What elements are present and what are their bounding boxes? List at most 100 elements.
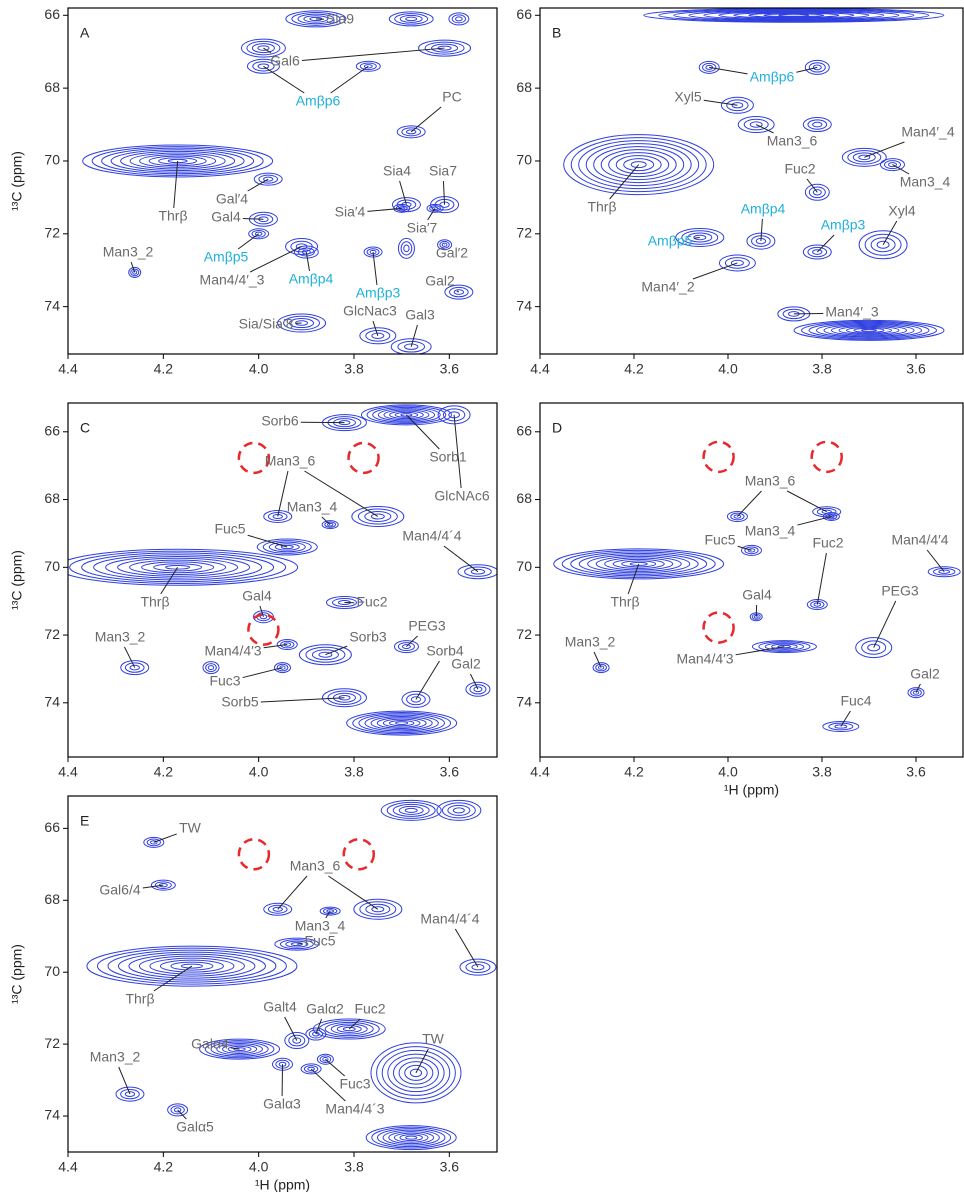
- y-tick-label: 74: [44, 694, 60, 710]
- contour-line: [371, 906, 385, 913]
- contour-line: [307, 1066, 315, 1072]
- peak-label: Sia9: [326, 11, 354, 27]
- peak-label: Xyl4: [888, 203, 915, 219]
- contour-line: [259, 614, 268, 620]
- contour-line: [424, 41, 465, 55]
- contour-line: [600, 149, 677, 181]
- peak: [115, 1086, 145, 1102]
- peak-label: Amβp6: [750, 69, 795, 85]
- peak: [698, 60, 720, 74]
- contour-line: [403, 244, 410, 253]
- contour-line: [363, 246, 383, 258]
- peak-label: Man3_4: [745, 523, 796, 539]
- contour-line: [346, 710, 458, 736]
- leader-line: [864, 141, 905, 158]
- peak: [240, 38, 286, 58]
- peak: [355, 60, 381, 72]
- peak-label: Man3_2: [565, 634, 616, 650]
- leader-line: [160, 567, 179, 595]
- contour-line: [452, 807, 465, 814]
- peak-label: Man3_6: [290, 858, 341, 874]
- contour-line: [159, 959, 224, 973]
- contour-line: [802, 117, 832, 133]
- peak-label: Man3_6: [745, 473, 796, 489]
- contour-line: [395, 721, 409, 725]
- contour-line: [318, 651, 333, 658]
- contour-line: [465, 681, 491, 697]
- peak: [396, 125, 426, 139]
- contour-line: [822, 721, 860, 733]
- leader-line: [873, 600, 897, 648]
- contour-line: [398, 805, 424, 815]
- peak: [86, 945, 298, 987]
- contour-line: [82, 144, 274, 178]
- contour-line: [365, 1125, 457, 1151]
- contour-line: [884, 160, 901, 170]
- leader-line: [737, 490, 762, 517]
- contour-line: [597, 665, 605, 670]
- peak-label: Amβp5: [204, 249, 249, 265]
- contour-line: [718, 254, 756, 272]
- peak-label: Sorb1: [429, 449, 467, 465]
- contour-line: [387, 1053, 445, 1093]
- leader-line: [694, 236, 700, 239]
- contour-line: [938, 569, 951, 574]
- contour-line: [91, 146, 264, 176]
- contour-line: [693, 234, 707, 241]
- peak-label: Gal3: [405, 307, 435, 323]
- x-tick-label: 4.4: [530, 361, 550, 377]
- contour-line: [730, 259, 744, 267]
- leader-line: [760, 218, 763, 242]
- contour-line: [595, 663, 607, 672]
- leader-line: [328, 875, 379, 910]
- leader-line: [709, 66, 748, 75]
- contour-line: [359, 901, 397, 918]
- peak: [459, 958, 497, 976]
- contour-line: [807, 246, 828, 258]
- leader-line: [284, 1016, 298, 1041]
- peak-label: Sia4: [383, 163, 411, 179]
- contour-line: [621, 560, 657, 568]
- contour-line: [847, 150, 882, 165]
- contour-line: [279, 939, 314, 950]
- contour-line: [718, 11, 870, 20]
- contour-line: [451, 14, 467, 24]
- leader-line: [118, 1066, 131, 1095]
- contour-line: [404, 343, 419, 350]
- peak-label: Man3_6: [265, 453, 316, 469]
- leader-line: [259, 605, 264, 617]
- x-tick-label: 4.2: [624, 764, 644, 780]
- plot-frame: [539, 402, 964, 758]
- leader-line: [263, 65, 305, 94]
- contour-line: [747, 548, 756, 553]
- contour-line: [459, 958, 497, 976]
- leader-line: [797, 515, 832, 526]
- contour-line: [139, 154, 217, 168]
- leader-line: [816, 234, 835, 253]
- contour-line: [418, 39, 472, 57]
- contour-line: [812, 121, 823, 128]
- contour-line: [737, 116, 775, 134]
- contour-line: [823, 323, 915, 337]
- peak: [822, 511, 840, 521]
- peak: [325, 596, 363, 610]
- peak: [436, 799, 482, 821]
- contour-line: [207, 665, 215, 671]
- x-tick-label: 3.6: [440, 764, 460, 780]
- contour-line: [864, 233, 902, 256]
- contour-line: [455, 16, 463, 22]
- peak-label: Man4/4′_3: [200, 272, 265, 288]
- contour-line: [332, 692, 356, 703]
- peak-label: Man4/4´4: [402, 528, 461, 544]
- peak: [321, 688, 367, 708]
- contour-line: [561, 549, 716, 578]
- peak-label: Man4/4´4: [420, 911, 479, 927]
- contour-line: [698, 60, 720, 74]
- contour-line: [726, 510, 748, 522]
- contour-line: [730, 512, 745, 521]
- peak: [351, 505, 405, 527]
- panel-letter: B: [552, 25, 561, 41]
- peak: [128, 266, 142, 278]
- contour-line: [120, 1088, 140, 1100]
- peak-label: Gal6: [270, 53, 300, 69]
